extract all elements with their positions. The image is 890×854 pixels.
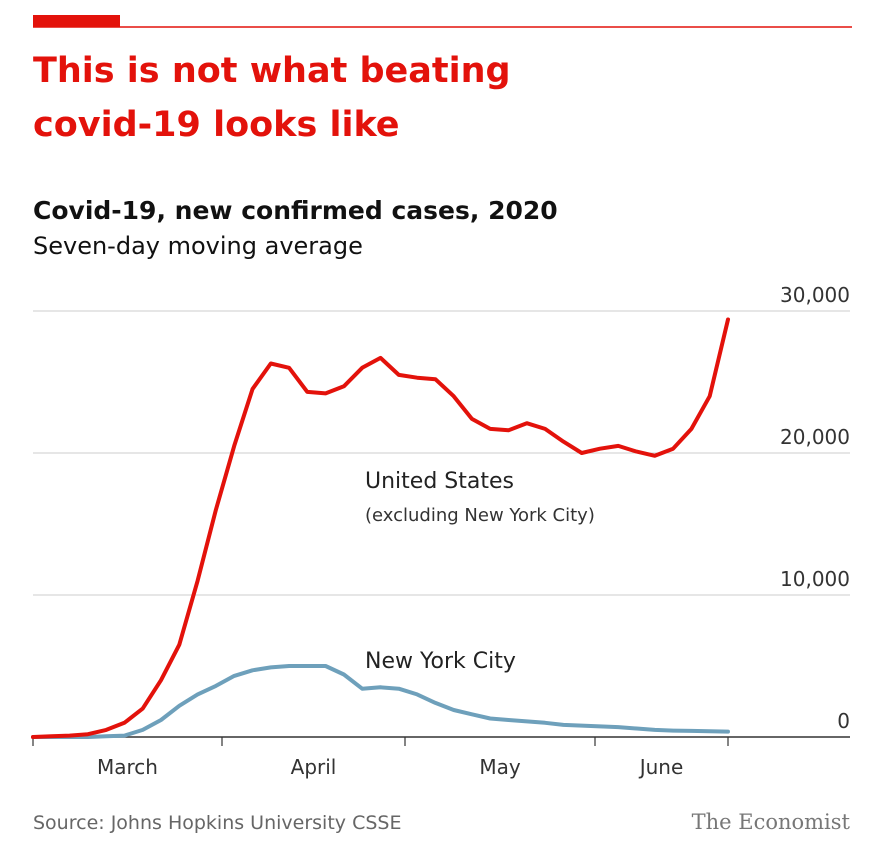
series-label: New York City (365, 649, 516, 674)
series-line (31, 664, 730, 739)
subtitle: Covid-19, new confirmed cases, 2020 (33, 196, 558, 225)
y-tick-label: 20,000 (780, 425, 850, 449)
y-tick-label: 0 (837, 709, 850, 733)
brand: The Economist (692, 810, 851, 834)
y-tick-label: 30,000 (780, 283, 850, 307)
series-line (31, 317, 730, 739)
series-label: United States (365, 469, 514, 494)
x-tick-label: April (291, 755, 337, 779)
x-tick-label: June (638, 755, 684, 779)
chart-title: covid-19 looks like (33, 105, 400, 145)
x-tick-label: March (97, 755, 158, 779)
top-bar (33, 15, 120, 27)
y-tick-label: 10,000 (780, 567, 850, 591)
x-tick-label: May (479, 755, 521, 779)
subtitle: Seven-day moving average (33, 232, 363, 260)
chart-title: This is not what beating (33, 51, 511, 91)
series-note: (excluding New York City) (365, 505, 595, 526)
source: Source: Johns Hopkins University CSSE (33, 812, 401, 834)
